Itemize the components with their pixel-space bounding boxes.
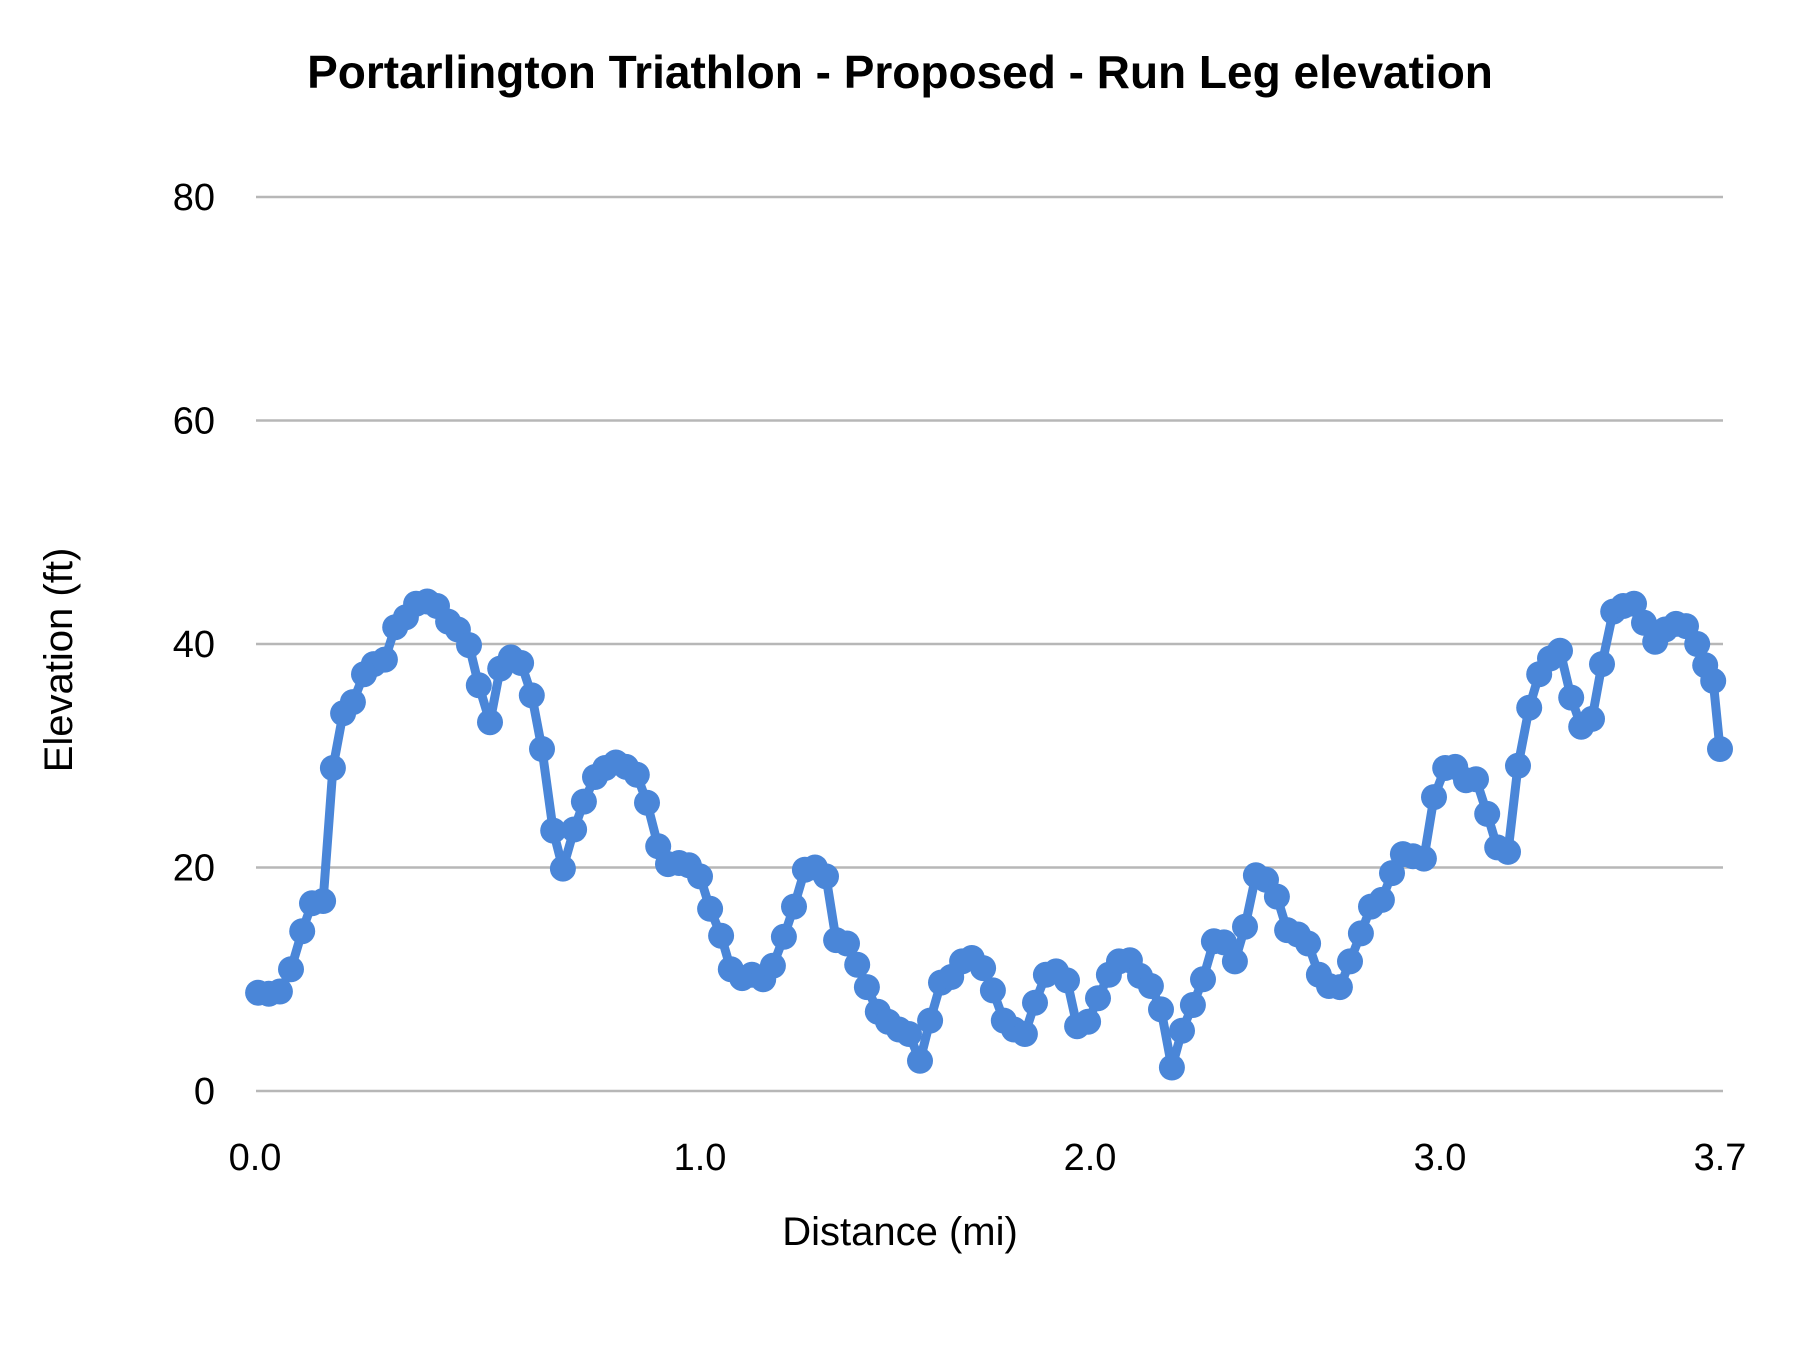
data-point: [1474, 800, 1501, 827]
data-point: [518, 682, 545, 709]
data-point: [1085, 985, 1111, 1012]
data-point: [907, 1047, 933, 1074]
data-point: [1421, 784, 1447, 811]
data-point: [1221, 948, 1248, 975]
data-point: [759, 952, 786, 979]
y-tick-0: 0: [194, 1071, 215, 1113]
data-point: [371, 646, 398, 673]
data-point: [289, 918, 316, 945]
data-point: [1211, 929, 1237, 956]
data-point: [1684, 631, 1711, 657]
data-point: [697, 895, 724, 922]
data-point: [456, 632, 482, 659]
data-point: [477, 709, 503, 736]
data-point: [1022, 989, 1048, 1016]
data-point: [1075, 1008, 1102, 1035]
data-point: [1232, 913, 1258, 940]
chart-title: Portarlington Triathlon - Proposed - Run…: [307, 46, 1493, 98]
data-point: [1011, 1021, 1038, 1047]
x-tick-3.0: 3.0: [1414, 1137, 1467, 1179]
data-point: [549, 855, 576, 882]
data-point: [310, 888, 337, 914]
y-tick-60: 60: [173, 401, 215, 443]
x-axis-tick-labels: 0.0 1.0 2.0 3.0 3.7: [229, 1137, 1747, 1179]
y-tick-40: 40: [173, 624, 215, 666]
x-tick-3.7: 3.7: [1694, 1137, 1747, 1179]
data-point: [1495, 838, 1521, 865]
data-point: [1169, 1017, 1195, 1044]
elevation-series: [245, 588, 1733, 1081]
data-point: [1379, 860, 1405, 887]
data-point: [1707, 736, 1733, 762]
data-point: [917, 1007, 944, 1034]
data-point: [465, 672, 492, 699]
data-point: [1410, 845, 1437, 872]
data-point: [1368, 886, 1395, 913]
data-point: [1589, 651, 1615, 678]
data-point: [1463, 766, 1489, 793]
data-point: [570, 788, 597, 815]
data-point: [540, 817, 567, 844]
data-point: [1326, 974, 1353, 1001]
x-tick-1.0: 1.0: [674, 1137, 727, 1179]
y-axis-title: Elevation (ft): [37, 548, 81, 773]
data-point: [634, 789, 660, 816]
data-point: [1579, 705, 1605, 732]
data-point: [1700, 667, 1727, 694]
data-point: [979, 977, 1006, 1004]
data-point: [1148, 996, 1174, 1023]
data-point: [896, 1021, 922, 1047]
data-point: [1263, 883, 1290, 910]
y-tick-20: 20: [173, 848, 215, 890]
data-point: [1137, 973, 1164, 999]
data-point: [781, 893, 807, 920]
data-point: [278, 956, 304, 983]
y-tick-80: 80: [173, 177, 215, 219]
data-point: [708, 922, 735, 949]
data-point: [508, 650, 535, 676]
data-point: [319, 755, 346, 781]
data-point: [1295, 930, 1322, 957]
data-point: [844, 951, 871, 978]
data-point: [1158, 1054, 1185, 1081]
data-point: [339, 689, 366, 716]
data-point: [970, 955, 997, 982]
y-axis-tick-labels: 0 20 40 60 80: [173, 177, 215, 1113]
x-axis-title: Distance (mi): [782, 1210, 1018, 1254]
data-point: [1558, 684, 1585, 711]
data-point: [561, 816, 588, 843]
gridlines: [256, 195, 1723, 1093]
data-point: [1547, 637, 1573, 664]
data-point: [853, 974, 880, 1001]
data-point: [1505, 752, 1531, 779]
data-point: [770, 923, 797, 950]
data-point: [1190, 966, 1216, 993]
data-point: [623, 761, 650, 788]
data-point: [1054, 967, 1080, 994]
data-point: [1179, 992, 1206, 1018]
x-tick-2.0: 2.0: [1064, 1137, 1117, 1179]
data-point: [813, 863, 839, 890]
data-point: [834, 930, 860, 957]
data-point: [529, 736, 555, 762]
data-point: [1347, 920, 1374, 947]
data-point: [687, 863, 713, 890]
data-point: [1337, 948, 1363, 975]
data-point: [1631, 609, 1657, 636]
x-tick-0.0: 0.0: [229, 1137, 282, 1179]
data-point: [1516, 694, 1543, 721]
data-point: [266, 978, 293, 1005]
